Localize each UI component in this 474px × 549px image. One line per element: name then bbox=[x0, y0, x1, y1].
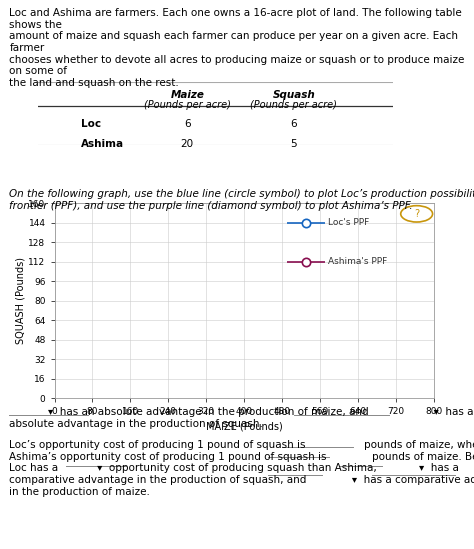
Text: 6: 6 bbox=[184, 119, 191, 129]
Text: Maize: Maize bbox=[170, 90, 204, 100]
Text: Loc’s opportunity cost of producing 1 pound of squash is                  pounds: Loc’s opportunity cost of producing 1 po… bbox=[9, 440, 474, 497]
Text: Loc and Ashima are farmers. Each one owns a 16-acre plot of land. The following : Loc and Ashima are farmers. Each one own… bbox=[9, 8, 465, 88]
Y-axis label: SQUASH (Pounds): SQUASH (Pounds) bbox=[16, 257, 26, 344]
Text: 6: 6 bbox=[291, 119, 297, 129]
X-axis label: MAIZE (Pounds): MAIZE (Pounds) bbox=[206, 422, 283, 432]
Text: ?: ? bbox=[414, 209, 419, 219]
Text: 20: 20 bbox=[181, 139, 194, 149]
Text: (Pounds per acre): (Pounds per acre) bbox=[250, 100, 337, 110]
Text: Loc: Loc bbox=[81, 119, 100, 129]
Text: 5: 5 bbox=[291, 139, 297, 149]
Text: Ashima's PPF: Ashima's PPF bbox=[328, 257, 388, 266]
Text: Squash: Squash bbox=[273, 90, 315, 100]
Text: On the following graph, use the blue line (circle symbol) to plot Loc’s producti: On the following graph, use the blue lin… bbox=[9, 189, 474, 211]
Text: (Pounds per acre): (Pounds per acre) bbox=[144, 100, 231, 110]
Text: Loc's PPF: Loc's PPF bbox=[328, 218, 370, 227]
Text: Ashima: Ashima bbox=[81, 139, 124, 149]
Text: ▾  has an absolute advantage in the production of maize, and                    : ▾ has an absolute advantage in the produ… bbox=[9, 407, 474, 429]
